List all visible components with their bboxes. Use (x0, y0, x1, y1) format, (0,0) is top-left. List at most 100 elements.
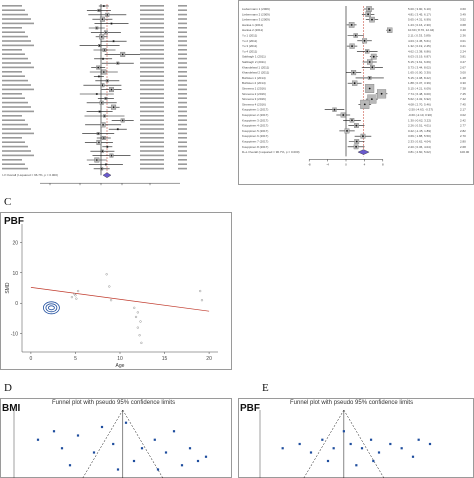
forest-a-study-label (2, 66, 34, 69)
forest-b-weight: 7.38 (460, 87, 466, 91)
forest-b-study-label: Yu 4 (2011) (242, 49, 257, 53)
c-y-tick-label: 10 (12, 271, 18, 277)
forest-a-study-label (2, 49, 22, 51)
forest-b-study-label: Yu 2 (2011) (242, 39, 257, 43)
forest-a-study-label (2, 57, 28, 60)
forest-b-study-label: Kuuppinen 4 (2017) (242, 124, 268, 128)
forest-a-point (98, 141, 100, 144)
forest-a-weight (178, 22, 187, 25)
forest-a-weight (178, 123, 187, 126)
forest-a-weight (178, 115, 187, 117)
forest-a-stat (140, 18, 164, 20)
forest-a-point (105, 31, 107, 34)
forest-b-weight: 2.17 (460, 108, 466, 112)
forest-b-weight: 3.81 (460, 55, 466, 59)
forest-a-stat (140, 71, 164, 73)
forest-a-study-label (2, 110, 34, 113)
forest-b-stat: 5.15 ( 2.08, 8.22) (408, 76, 431, 80)
forest-a-study-label (2, 163, 25, 165)
forest-b-weight: 2.82 (460, 129, 466, 133)
c-data-point (136, 326, 139, 329)
forest-a-stat (140, 137, 164, 139)
panel-c-frame (0, 212, 232, 370)
forest-b-weight: 3.01 (460, 39, 466, 43)
d-study-point (188, 447, 192, 450)
panel-d: BMI Funnel plot with pseudo 95% confiden… (0, 398, 232, 478)
panel-b: Liebermann 1 (2009) 5.00 ( 3.90, 6.10) 3.6… (238, 0, 474, 185)
forest-b-point (363, 39, 366, 42)
forest-a-point (97, 66, 99, 69)
c-data-point (138, 334, 141, 337)
c-x-axis-label: Age (116, 363, 125, 369)
forest-b-study-label: Bohlsten 1 (2014) (242, 76, 266, 80)
forest-a-weight (178, 35, 187, 38)
forest-a-stat (140, 101, 164, 104)
forest-a-stat (140, 44, 164, 47)
forest-a-study-label (2, 88, 34, 91)
forest-a-point (106, 14, 109, 16)
forest-a-stat (140, 57, 164, 60)
forest-b-stat: 1.30 (-0.62, 3.22) (408, 118, 431, 122)
forest-a-study-label (2, 84, 31, 86)
panel-d-letter: D (4, 382, 12, 394)
forest-a-stat (140, 167, 164, 170)
forest-a-study-label (2, 93, 22, 95)
forest-a-study-label (2, 119, 25, 121)
forest-b-x-tick-label: -8 (308, 162, 311, 166)
forest-a-stat (140, 123, 164, 126)
forest-b-weight: 7.42 (460, 97, 466, 101)
forest-b-stat: 1.32 ( 0.19, 2.45) (408, 44, 431, 48)
forest-b-study-label: Hanisa 2 (2011) (242, 28, 263, 32)
e-study-point (309, 451, 313, 454)
forest-a-study-label (2, 31, 25, 33)
forest-a-point (117, 62, 119, 64)
forest-b-study-label: Sinnema 3 (2016) (242, 97, 266, 101)
forest-b-weight: 1.48 (460, 76, 466, 80)
forest-b-stat: 4.81 ( 3.45, 6.17) (408, 12, 431, 16)
c-x-tick-label: 0 (30, 356, 33, 362)
forest-a-point (98, 9, 100, 12)
forest-a-study-label (2, 132, 34, 135)
forest-b-weight: 3.27 (460, 60, 466, 64)
forest-a-stat (140, 119, 164, 121)
e-study-point (298, 442, 301, 446)
forest-b-stat: 0.22 (-1.45, 1.89) (408, 129, 431, 133)
e-study-point (411, 455, 415, 458)
e-study-point (369, 438, 373, 441)
forest-b-point (354, 34, 357, 37)
e-study-point (281, 447, 284, 450)
forest-b-stat: 1.88 ( 0.37, 3.39) (408, 81, 431, 85)
forest-b-stat: -0.60 (-2.10, 0.90) (408, 113, 432, 117)
forest-b-point (371, 66, 374, 69)
forest-a-study-label (2, 18, 31, 20)
forest-b-weight: 3.00 (460, 71, 466, 75)
c-data-point (136, 311, 139, 314)
c-data-point (199, 289, 202, 293)
forest-b-point (355, 145, 358, 148)
forest-b-point (351, 119, 353, 122)
forest-b-total-stat: 3.81 ( 2.60, 5.02) (408, 150, 431, 154)
forest-a-study-label (2, 75, 25, 77)
e-study-point (332, 447, 335, 450)
forest-b-point (372, 55, 375, 58)
forest-a-weight (178, 49, 187, 51)
forest-a-weight (178, 106, 187, 108)
forest-a-stat (140, 163, 164, 165)
e-study-point (377, 451, 381, 454)
forest-a-study-label (2, 106, 31, 108)
c-data-point (140, 341, 143, 344)
forest-a-stat (140, 141, 164, 143)
forest-a-stat (140, 132, 164, 135)
forest-b-point (368, 87, 371, 90)
forest-b-study-label: Liebermann 3 (2009) (242, 18, 270, 22)
d-study-point (60, 447, 64, 450)
forest-b-x-tick-label: 0 (345, 162, 347, 166)
forest-b-stat: 7.74 ( 6.48, 9.00) (408, 92, 431, 96)
forest-b-point (353, 82, 356, 85)
forest-a-weight (178, 88, 187, 91)
c-x-tick-label: 20 (206, 356, 212, 362)
c-data-point (105, 273, 108, 276)
forest-a-point (97, 132, 99, 135)
forest-b-weight: 3.52 (460, 18, 466, 22)
forest-a-point (100, 168, 103, 170)
